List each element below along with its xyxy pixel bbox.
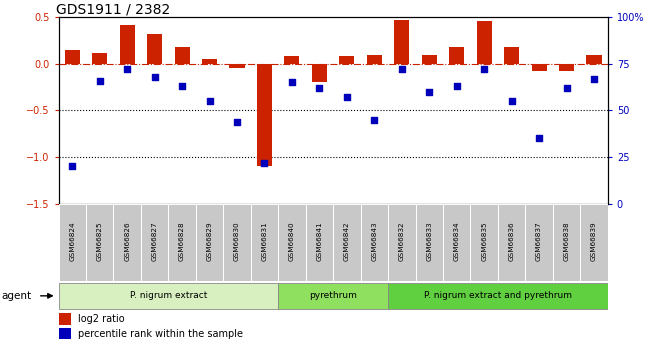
Point <box>287 80 297 85</box>
Bar <box>65 50 80 64</box>
Point <box>314 85 324 91</box>
Point <box>452 83 462 89</box>
Bar <box>58 328 71 339</box>
Text: GSM66831: GSM66831 <box>261 221 267 260</box>
Bar <box>525 204 552 281</box>
Bar <box>476 21 491 64</box>
Text: GSM66838: GSM66838 <box>564 221 569 260</box>
Bar <box>333 204 361 281</box>
Bar <box>388 204 415 281</box>
Bar <box>552 204 580 281</box>
Text: GSM66843: GSM66843 <box>371 221 377 260</box>
Point <box>534 136 544 141</box>
Bar <box>361 204 388 281</box>
Bar <box>202 59 217 64</box>
Point <box>204 98 214 104</box>
Text: P. nigrum extract and pyrethrum: P. nigrum extract and pyrethrum <box>424 291 572 300</box>
Text: GSM66834: GSM66834 <box>454 221 460 260</box>
Point <box>177 83 187 89</box>
Text: agent: agent <box>1 291 31 301</box>
Bar <box>58 283 278 309</box>
Bar <box>532 64 547 71</box>
Bar <box>415 204 443 281</box>
Bar <box>312 64 327 82</box>
Point <box>562 85 572 91</box>
Bar <box>388 283 608 309</box>
Text: percentile rank within the sample: percentile rank within the sample <box>78 329 242 339</box>
Text: GSM66836: GSM66836 <box>509 221 515 260</box>
Bar <box>339 56 354 64</box>
Text: P. nigrum extract: P. nigrum extract <box>129 291 207 300</box>
Bar <box>449 47 464 64</box>
Text: GSM66824: GSM66824 <box>70 221 75 260</box>
Bar <box>58 204 86 281</box>
Bar <box>278 283 388 309</box>
Text: GSM66832: GSM66832 <box>399 221 405 260</box>
Bar <box>306 204 333 281</box>
Text: GSM66840: GSM66840 <box>289 221 295 260</box>
Bar <box>422 55 437 64</box>
Bar <box>367 55 382 64</box>
Text: GSM66829: GSM66829 <box>207 221 213 260</box>
Text: GSM66825: GSM66825 <box>97 221 103 260</box>
Text: GSM66842: GSM66842 <box>344 221 350 260</box>
Bar <box>147 34 162 64</box>
Bar <box>86 204 114 281</box>
Text: GSM66839: GSM66839 <box>591 221 597 260</box>
Bar <box>257 64 272 166</box>
Point <box>424 89 434 95</box>
Text: GDS1911 / 2382: GDS1911 / 2382 <box>56 2 170 16</box>
Point <box>506 98 517 104</box>
Text: GSM66833: GSM66833 <box>426 221 432 260</box>
Bar <box>443 204 471 281</box>
Point <box>94 78 105 83</box>
Bar <box>92 53 107 64</box>
Text: pyrethrum: pyrethrum <box>309 291 357 300</box>
Point <box>479 67 489 72</box>
Bar <box>168 204 196 281</box>
Text: GSM66827: GSM66827 <box>151 221 157 260</box>
Bar <box>278 204 306 281</box>
Bar <box>559 64 574 71</box>
Text: GSM66837: GSM66837 <box>536 221 542 260</box>
Point <box>232 119 242 124</box>
Bar <box>498 204 525 281</box>
Point <box>259 160 270 165</box>
Point <box>396 67 407 72</box>
Text: GSM66835: GSM66835 <box>481 221 487 260</box>
Point <box>589 76 599 81</box>
Text: GSM66830: GSM66830 <box>234 221 240 260</box>
Bar <box>175 47 190 64</box>
Bar <box>395 20 410 64</box>
Bar <box>58 313 71 325</box>
Bar <box>141 204 168 281</box>
Point <box>342 95 352 100</box>
Point <box>67 164 77 169</box>
Text: log2 ratio: log2 ratio <box>78 314 124 324</box>
Point <box>150 74 160 80</box>
Point <box>369 117 380 122</box>
Text: GSM66826: GSM66826 <box>124 221 130 260</box>
Bar <box>285 56 300 64</box>
Text: GSM66828: GSM66828 <box>179 221 185 260</box>
Point <box>122 67 133 72</box>
Bar <box>251 204 278 281</box>
Bar <box>229 64 244 68</box>
Bar <box>114 204 141 281</box>
Bar <box>580 204 608 281</box>
Bar <box>586 55 601 64</box>
Bar <box>224 204 251 281</box>
Bar <box>471 204 498 281</box>
Text: GSM66841: GSM66841 <box>317 221 322 260</box>
Bar <box>504 47 519 64</box>
Bar <box>120 25 135 64</box>
Bar <box>196 204 224 281</box>
